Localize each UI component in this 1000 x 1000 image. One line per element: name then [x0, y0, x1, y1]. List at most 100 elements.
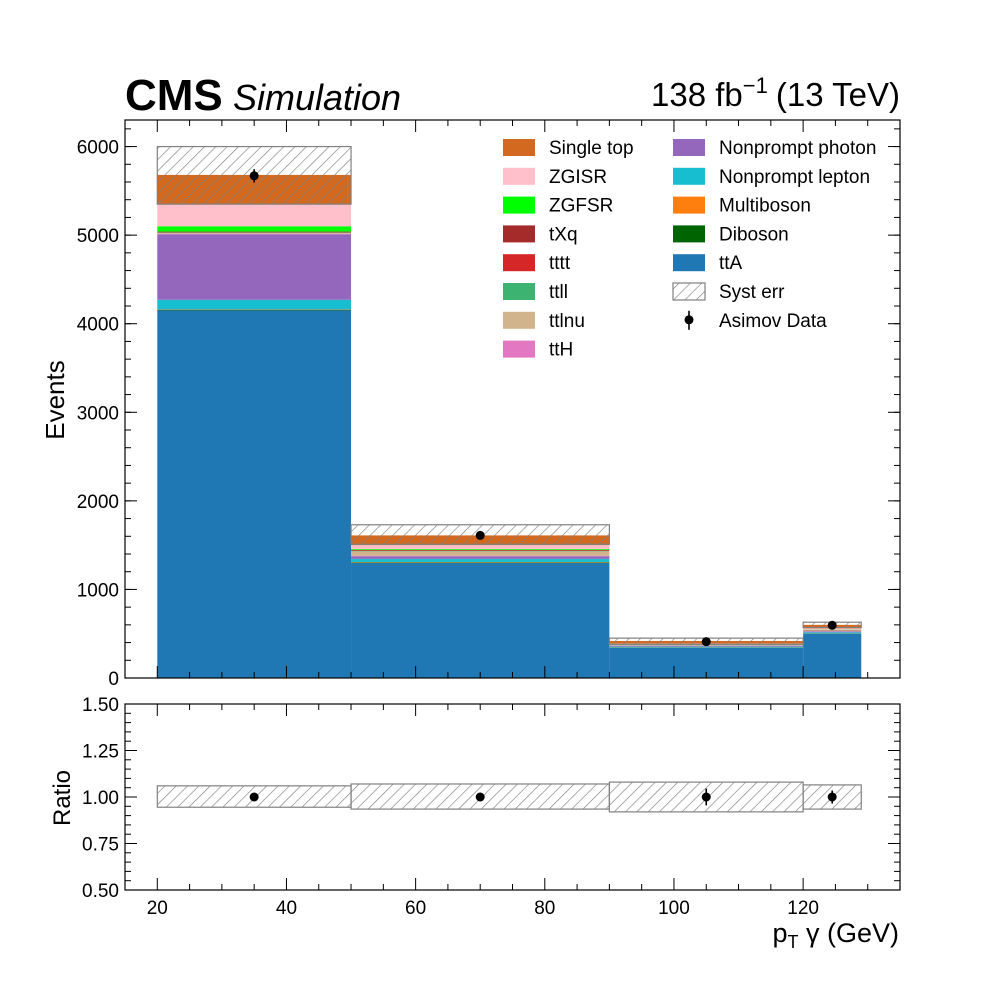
legend-swatch-zgisr: [503, 167, 535, 185]
legend-label-single-top: Single top: [549, 138, 634, 159]
ratio-axes: 20 40 60 80 100 120 0.50 0.75 1.00 1.25 1.50: [82, 695, 901, 919]
ratio-point-0: [249, 792, 259, 802]
legend-swatch-nonprompt-photon: [673, 139, 705, 156]
x-axis-label-sub: T: [787, 932, 798, 952]
ratio-point-3: [827, 792, 837, 802]
legend-item-diboson: Diboson: [673, 224, 789, 245]
legend-swatch-diboson: [673, 225, 705, 243]
legend-swatch-zgfsr: [503, 196, 535, 214]
legend-item-zgisr: ZGISR: [503, 167, 607, 188]
bar-nonprompt-lepton-bin-3: [803, 632, 862, 634]
lumi-main: 138 fb: [651, 76, 743, 113]
legend: Single top ZGISR ZGFSR tXq tttt ttll ttlnu ttH N…: [503, 138, 876, 361]
ratio-panel: 20 40 60 80 100 120 0.50 0.75 1.00 1.25 1.50 Ratio…: [49, 695, 901, 952]
bar-zgfsr-bin-0: [157, 226, 352, 232]
bar-zgisr-bin-1: [351, 545, 610, 550]
lumi-exponent: −1: [743, 73, 768, 98]
ratio-y-tick-label-0-75: 0.75: [82, 835, 119, 856]
legend-label-nonprompt-lepton: Nonprompt lepton: [719, 167, 870, 188]
lumi-energy: (13 TeV): [776, 76, 900, 113]
x-tick-label-120: 120: [787, 898, 819, 919]
legend-label-tth: ttH: [549, 340, 573, 361]
legend-item-ttll: ttll: [503, 282, 568, 303]
legend-swatch-data-marker: [684, 315, 694, 325]
legend-item-syst-err: Syst err: [672, 282, 785, 303]
main-y-tick-label-1000: 1000: [77, 580, 119, 601]
x-axis-label-rest: γ (GeV): [798, 918, 899, 948]
legend-item-tttt: tttt: [503, 253, 571, 274]
main-y-tick-label-5000: 5000: [77, 226, 119, 247]
lumi-label: 138 fb−1 (13 TeV): [651, 73, 900, 113]
bar-tta-bin-3: [803, 633, 862, 678]
data-point-2: [701, 637, 711, 647]
bar-tta-bin-0: [157, 310, 352, 678]
main-y-tick-label-4000: 4000: [77, 315, 119, 336]
legend-label-ttlnu: ttlnu: [549, 311, 585, 332]
legend-item-zgfsr: ZGFSR: [503, 196, 613, 217]
legend-swatch-nonprompt-lepton: [673, 167, 705, 185]
legend-item-ttlnu: ttlnu: [503, 311, 585, 332]
bar-ttlnu-bin-1: [351, 551, 610, 556]
legend-label-diboson: Diboson: [719, 224, 789, 245]
x-tick-label-100: 100: [658, 898, 690, 919]
legend-swatch-syst-err: [672, 282, 706, 301]
bar-nonprompt-lepton-bin-0: [157, 299, 352, 310]
x-tick-label-80: 80: [534, 898, 555, 919]
bar-ttlnu-bin-3: [803, 630, 862, 632]
main-y-tick-label-6000: 6000: [77, 138, 119, 159]
ratio-y-tick-label-0-50: 0.50: [82, 881, 119, 902]
ratio-point-1: [475, 792, 485, 802]
legend-swatch-txq: [503, 225, 535, 243]
legend-item-nonprompt-photon: Nonprompt photon: [673, 138, 876, 159]
legend-label-zgisr: ZGISR: [549, 167, 607, 188]
stacked-bars: [157, 174, 862, 678]
legend-label-tta: ttA: [719, 253, 743, 274]
bar-nonprompt-photon-bin-2: [609, 645, 804, 647]
data-point-0: [249, 171, 259, 181]
legend-swatch-tttt: [503, 254, 535, 272]
x-tick-label-60: 60: [405, 898, 426, 919]
y-axis-label-events: Events: [40, 360, 70, 440]
ratio-point-2: [701, 792, 711, 802]
main-histogram-panel: 0 1000 2000 3000 4000 5000 6000 Events Single …: [40, 119, 901, 690]
legend-item-asimov-data: Asimov Data: [684, 310, 827, 332]
legend-swatch-ttll: [503, 283, 535, 300]
legend-item-single-top: Single top: [503, 138, 634, 159]
x-axis-label-main: p: [772, 918, 787, 948]
data-point-3: [827, 620, 837, 630]
main-axes: 0 1000 2000 3000 4000 5000 6000: [77, 119, 901, 690]
ratio-points: [249, 788, 837, 806]
x-tick-label-40: 40: [276, 898, 297, 919]
legend-item-multiboson: Multiboson: [673, 196, 811, 217]
legend-label-nonprompt-photon: Nonprompt photon: [719, 138, 876, 159]
main-y-tick-label-3000: 3000: [77, 403, 119, 424]
ratio-y-tick-label-1-00: 1.00: [82, 788, 119, 809]
legend-swatch-single-top: [503, 139, 535, 156]
main-y-tick-label-0: 0: [108, 669, 119, 690]
asimov-data-points: [249, 169, 837, 647]
data-point-1: [475, 530, 485, 540]
status-label: Simulation: [233, 77, 401, 118]
legend-swatch-tta: [673, 254, 705, 272]
legend-label-tttt: tttt: [549, 253, 571, 274]
legend-label-syst-err: Syst err: [719, 282, 785, 303]
legend-label-multiboson: Multiboson: [719, 196, 811, 217]
bar-nonprompt-lepton-bin-2: [609, 646, 804, 648]
legend-item-txq: tXq: [503, 224, 578, 245]
legend-item-nonprompt-lepton: Nonprompt lepton: [673, 167, 870, 188]
bar-nonprompt-photon-bin-0: [157, 234, 352, 300]
legend-item-tth: ttH: [503, 340, 573, 361]
x-tick-label-20: 20: [147, 898, 168, 919]
ratio-y-tick-label-1-50: 1.50: [82, 695, 119, 716]
legend-label-zgfsr: ZGFSR: [549, 196, 613, 217]
legend-label-asimov-data: Asimov Data: [719, 311, 827, 332]
x-axis-label: pT γ (GeV): [772, 918, 899, 952]
ratio-y-tick-label-1-25: 1.25: [82, 742, 119, 763]
legend-swatch-multiboson: [673, 196, 705, 214]
legend-swatch-tth: [503, 340, 535, 358]
bar-zgfsr-bin-1: [351, 549, 610, 551]
experiment-label: CMS: [125, 71, 223, 120]
bar-nonprompt-photon-bin-1: [351, 556, 610, 559]
bar-ttlnu-bin-0: [157, 232, 352, 234]
